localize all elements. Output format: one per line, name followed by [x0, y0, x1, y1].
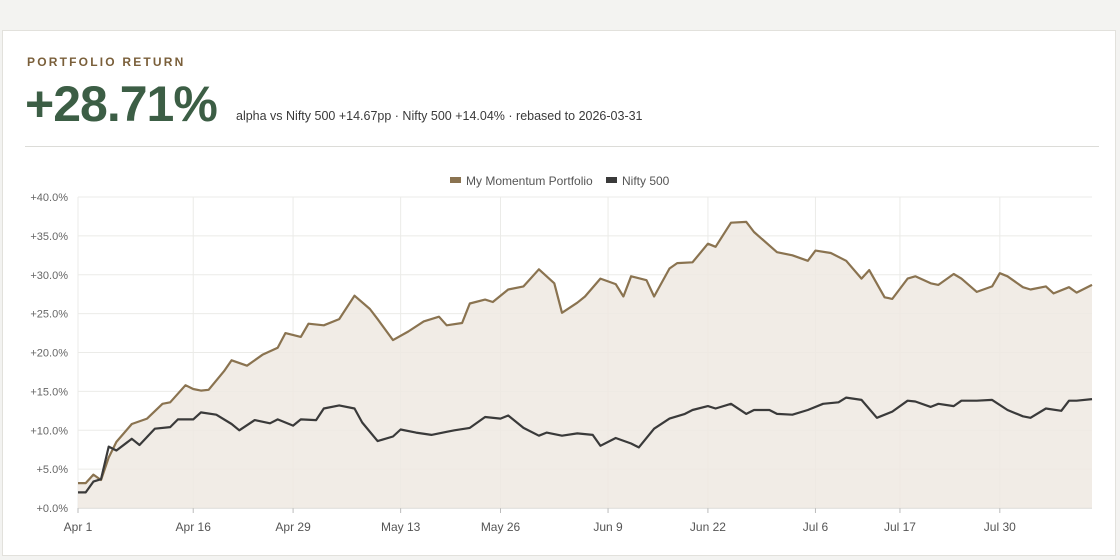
- x-tick-label: Jun 9: [593, 520, 623, 534]
- legend-label: Nifty 500: [622, 174, 670, 188]
- benchmark-line: [78, 396, 1093, 494]
- x-axis: Apr 1 Apr 16 Apr 29 May 13 May 26 Jun 9 Jun 22…: [64, 507, 1092, 534]
- legend-swatch: [450, 177, 461, 183]
- y-tick-label: +20.0%: [30, 348, 68, 360]
- portfolio-line: [78, 220, 1093, 485]
- y-tick-label: +15.0%: [30, 386, 68, 398]
- y-tick-label: +10.0%: [30, 425, 68, 437]
- chart-legend: My Momentum Portfolio Nifty 500: [450, 174, 670, 188]
- y-tick-label: +30.0%: [30, 270, 68, 282]
- return-summary: alpha vs Nifty 500 +14.67pp · Nifty 500 …: [236, 109, 643, 123]
- y-tick-label: +40.0%: [30, 192, 68, 204]
- y-tick-label: +25.0%: [30, 309, 68, 321]
- x-tick-label: May 26: [481, 520, 521, 534]
- x-tick-label: Jul 30: [984, 520, 1016, 534]
- x-tick-label: Apr 16: [176, 520, 212, 534]
- x-tick-label: May 13: [381, 520, 421, 534]
- portfolio-area-fill: [78, 221, 1092, 508]
- portfolio-return-value: +28.71%: [25, 76, 218, 132]
- y-tick-label: +35.0%: [30, 231, 68, 243]
- divider: [25, 146, 1099, 147]
- x-tick-label: Jul 6: [803, 520, 829, 534]
- legend-swatch: [606, 177, 617, 183]
- x-tick-label: Apr 29: [275, 520, 311, 534]
- x-tick-label: Jul 17: [884, 520, 916, 534]
- legend-label: My Momentum Portfolio: [466, 174, 593, 188]
- y-tick-label: +0.0%: [37, 503, 69, 515]
- series-layer: [78, 220, 1093, 508]
- y-axis: +0.0% +5.0% +10.0% +15.0% +20.0% +25.0% +30.0%…: [30, 192, 68, 515]
- section-label: PORTFOLIO RETURN: [27, 55, 186, 69]
- x-tick-label: Jun 22: [690, 520, 726, 534]
- y-tick-label: +5.0%: [37, 464, 69, 476]
- x-tick-label: Apr 1: [64, 520, 93, 534]
